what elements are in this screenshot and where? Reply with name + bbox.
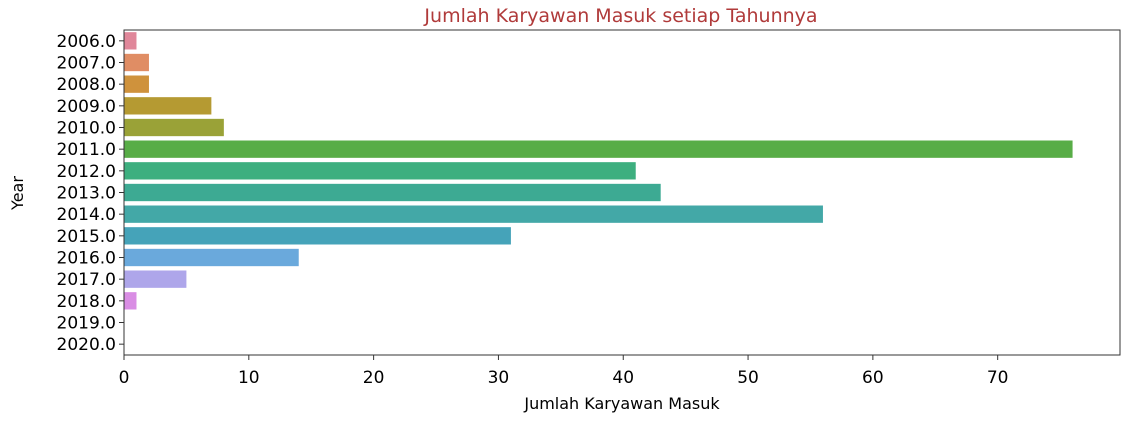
x-tick-label: 70 (987, 368, 1009, 388)
y-tick-label: 2016.0 (57, 249, 116, 269)
x-axis: 0 10 20 30 40 50 60 70 (119, 355, 1009, 388)
y-tick-label: 2011.0 (57, 140, 116, 160)
y-tick-label: 2006.0 (57, 32, 116, 52)
x-tick-label: 10 (238, 368, 260, 388)
bar-2013.0 (124, 183, 661, 202)
bar-2015.0 (124, 227, 511, 245)
x-tick-label: 30 (488, 368, 510, 388)
x-tick-label: 20 (363, 368, 385, 388)
y-tick-label: 2008.0 (57, 75, 116, 95)
y-tick-label: 2010.0 (57, 119, 116, 139)
bar-2007.0 (124, 53, 149, 72)
y-tick-label: 2012.0 (57, 162, 116, 182)
bar-2014.0 (124, 205, 823, 223)
y-tick-label: 2014.0 (57, 205, 116, 225)
y-tick-label: 2015.0 (57, 227, 116, 247)
bar-2011.0 (124, 140, 1073, 158)
bar-2016.0 (124, 248, 299, 267)
chart-title: Jumlah Karyawan Masuk setiap Tahunnya (423, 5, 817, 27)
bar-2009.0 (124, 97, 212, 115)
y-tick-label: 2013.0 (57, 184, 116, 204)
x-tick-label: 50 (737, 368, 759, 388)
y-tick-label: 2009.0 (57, 97, 116, 117)
bar-2017.0 (124, 270, 187, 288)
y-tick-label: 2007.0 (57, 54, 116, 74)
bar-2008.0 (124, 75, 149, 93)
bar-2010.0 (124, 118, 224, 137)
x-tick-label: 60 (862, 368, 884, 388)
bar-2006.0 (124, 32, 137, 50)
bar-2012.0 (124, 162, 636, 180)
x-tick-label: 40 (612, 368, 634, 388)
y-tick-label: 2019.0 (57, 314, 116, 334)
y-tick-label: 2017.0 (57, 270, 116, 290)
y-axis-label: Year (8, 176, 27, 211)
y-tick-label: 2018.0 (57, 292, 116, 312)
bar-2018.0 (124, 292, 137, 310)
bars-layer (124, 32, 1073, 310)
y-axis: 2006.02007.02008.02009.02010.02011.02012… (57, 32, 124, 355)
x-axis-label: Jumlah Karyawan Masuk (523, 394, 720, 413)
x-tick-label: 0 (119, 368, 130, 388)
y-tick-label: 2020.0 (57, 335, 116, 355)
